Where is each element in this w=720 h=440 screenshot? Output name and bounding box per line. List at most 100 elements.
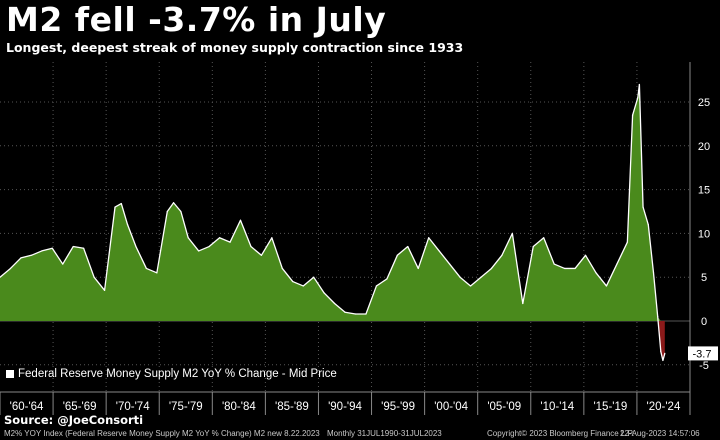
data-point xyxy=(438,250,440,252)
data-point xyxy=(459,276,461,278)
data-point xyxy=(333,302,336,305)
area-positive xyxy=(0,84,665,321)
data-point xyxy=(652,272,655,274)
source-label: Source: @JoeConsorti xyxy=(4,413,144,427)
data-point xyxy=(396,254,398,256)
data-point xyxy=(229,241,231,243)
chart-subtitle: Longest, deepest streak of money supply … xyxy=(6,40,464,55)
data-point xyxy=(93,276,95,278)
data-point xyxy=(323,292,325,294)
data-point xyxy=(449,263,451,265)
data-point xyxy=(30,254,32,256)
data-point xyxy=(0,276,1,278)
footer-copyright: Copyright© 2023 Bloomberg Finance L.P. xyxy=(487,429,635,438)
data-point xyxy=(198,250,200,252)
data-point xyxy=(365,313,367,315)
data-point xyxy=(532,245,534,248)
x-tick-label: '80-'84 xyxy=(222,401,256,413)
data-point xyxy=(302,285,304,287)
y-tick-label: 15 xyxy=(698,185,710,197)
data-point xyxy=(386,278,388,280)
x-tick-label: '10-'14 xyxy=(540,401,574,413)
y-tick-label: 0 xyxy=(701,316,707,328)
x-tick-label: '00-'04 xyxy=(434,401,468,413)
y-axis: -5 0 5 10 15 20 25 xyxy=(689,62,710,392)
data-point xyxy=(145,267,147,270)
data-point xyxy=(616,263,618,265)
data-point xyxy=(647,224,649,226)
x-tick-label: '60-'64 xyxy=(10,401,44,413)
data-point xyxy=(250,245,252,248)
data-point xyxy=(511,232,513,234)
data-point xyxy=(657,316,659,318)
data-point xyxy=(664,352,666,355)
data-point xyxy=(564,267,566,270)
data-point xyxy=(417,267,419,270)
last-value-box xyxy=(688,346,718,361)
data-point xyxy=(271,237,273,239)
last-value-layer: -3.7 xyxy=(688,346,718,361)
data-point xyxy=(41,250,43,252)
data-point xyxy=(407,245,409,248)
x-tick-label: '90-'94 xyxy=(328,401,362,413)
y-tick-label: 10 xyxy=(698,228,710,240)
data-point xyxy=(103,289,106,291)
data-point xyxy=(354,313,357,315)
data-point xyxy=(281,267,283,270)
chart-title: M2 fell -3.7% in July xyxy=(6,0,387,39)
data-point xyxy=(187,237,189,239)
data-point xyxy=(637,97,639,99)
x-tick-label: '15-'19 xyxy=(593,401,627,413)
data-point xyxy=(62,263,64,265)
data-point xyxy=(631,114,634,116)
data-point xyxy=(642,206,644,208)
data-point xyxy=(553,263,555,265)
data-point xyxy=(172,202,175,204)
data-point xyxy=(605,285,608,287)
area-layer xyxy=(0,83,666,362)
data-point xyxy=(375,285,378,287)
data-point xyxy=(83,247,85,249)
area-negative xyxy=(0,321,665,361)
data-point xyxy=(522,302,524,305)
grid-lines xyxy=(0,62,690,392)
x-tick-label: '05-'09 xyxy=(487,401,521,413)
data-point xyxy=(543,237,545,239)
legend-label: Federal Reserve Money Supply M2 YoY % Ch… xyxy=(18,368,337,380)
data-point xyxy=(501,254,503,256)
x-tick-label: '70-'74 xyxy=(116,401,150,413)
footer-index-desc: M2% YOY Index (Federal Reserve Money Sup… xyxy=(4,429,320,438)
data-point xyxy=(595,272,597,274)
data-point xyxy=(126,224,129,226)
y-tick-label: -5 xyxy=(699,360,709,372)
y-tick-label: 20 xyxy=(698,141,710,153)
data-point xyxy=(20,257,22,259)
data-point xyxy=(9,267,12,270)
last-value-label: -3.7 xyxy=(693,348,712,360)
y-tick-label: 5 xyxy=(701,272,707,284)
data-point xyxy=(218,237,221,239)
data-point xyxy=(120,203,122,205)
x-tick-label: '75-'79 xyxy=(169,401,203,413)
data-point xyxy=(660,351,662,353)
data-point xyxy=(584,254,587,256)
footer-range: Monthly 31JUL1990-31JUL2023 xyxy=(327,429,442,438)
data-point xyxy=(638,83,640,86)
footer-timestamp: 22-Aug-2023 14:57:06 xyxy=(620,429,700,438)
data-point xyxy=(72,245,74,248)
data-point xyxy=(166,210,168,213)
legend: Federal Reserve Money Supply M2 YoY % Ch… xyxy=(6,368,337,380)
data-point xyxy=(208,245,210,248)
data-point xyxy=(313,276,315,278)
data-point xyxy=(239,219,242,221)
data-point xyxy=(114,206,116,208)
data-point xyxy=(626,241,628,243)
y-tick-label: 25 xyxy=(698,97,710,109)
data-point xyxy=(51,247,53,249)
data-point xyxy=(490,267,493,270)
data-point xyxy=(156,272,158,274)
data-point xyxy=(662,359,664,362)
data-point xyxy=(135,245,137,248)
data-point xyxy=(469,285,472,287)
